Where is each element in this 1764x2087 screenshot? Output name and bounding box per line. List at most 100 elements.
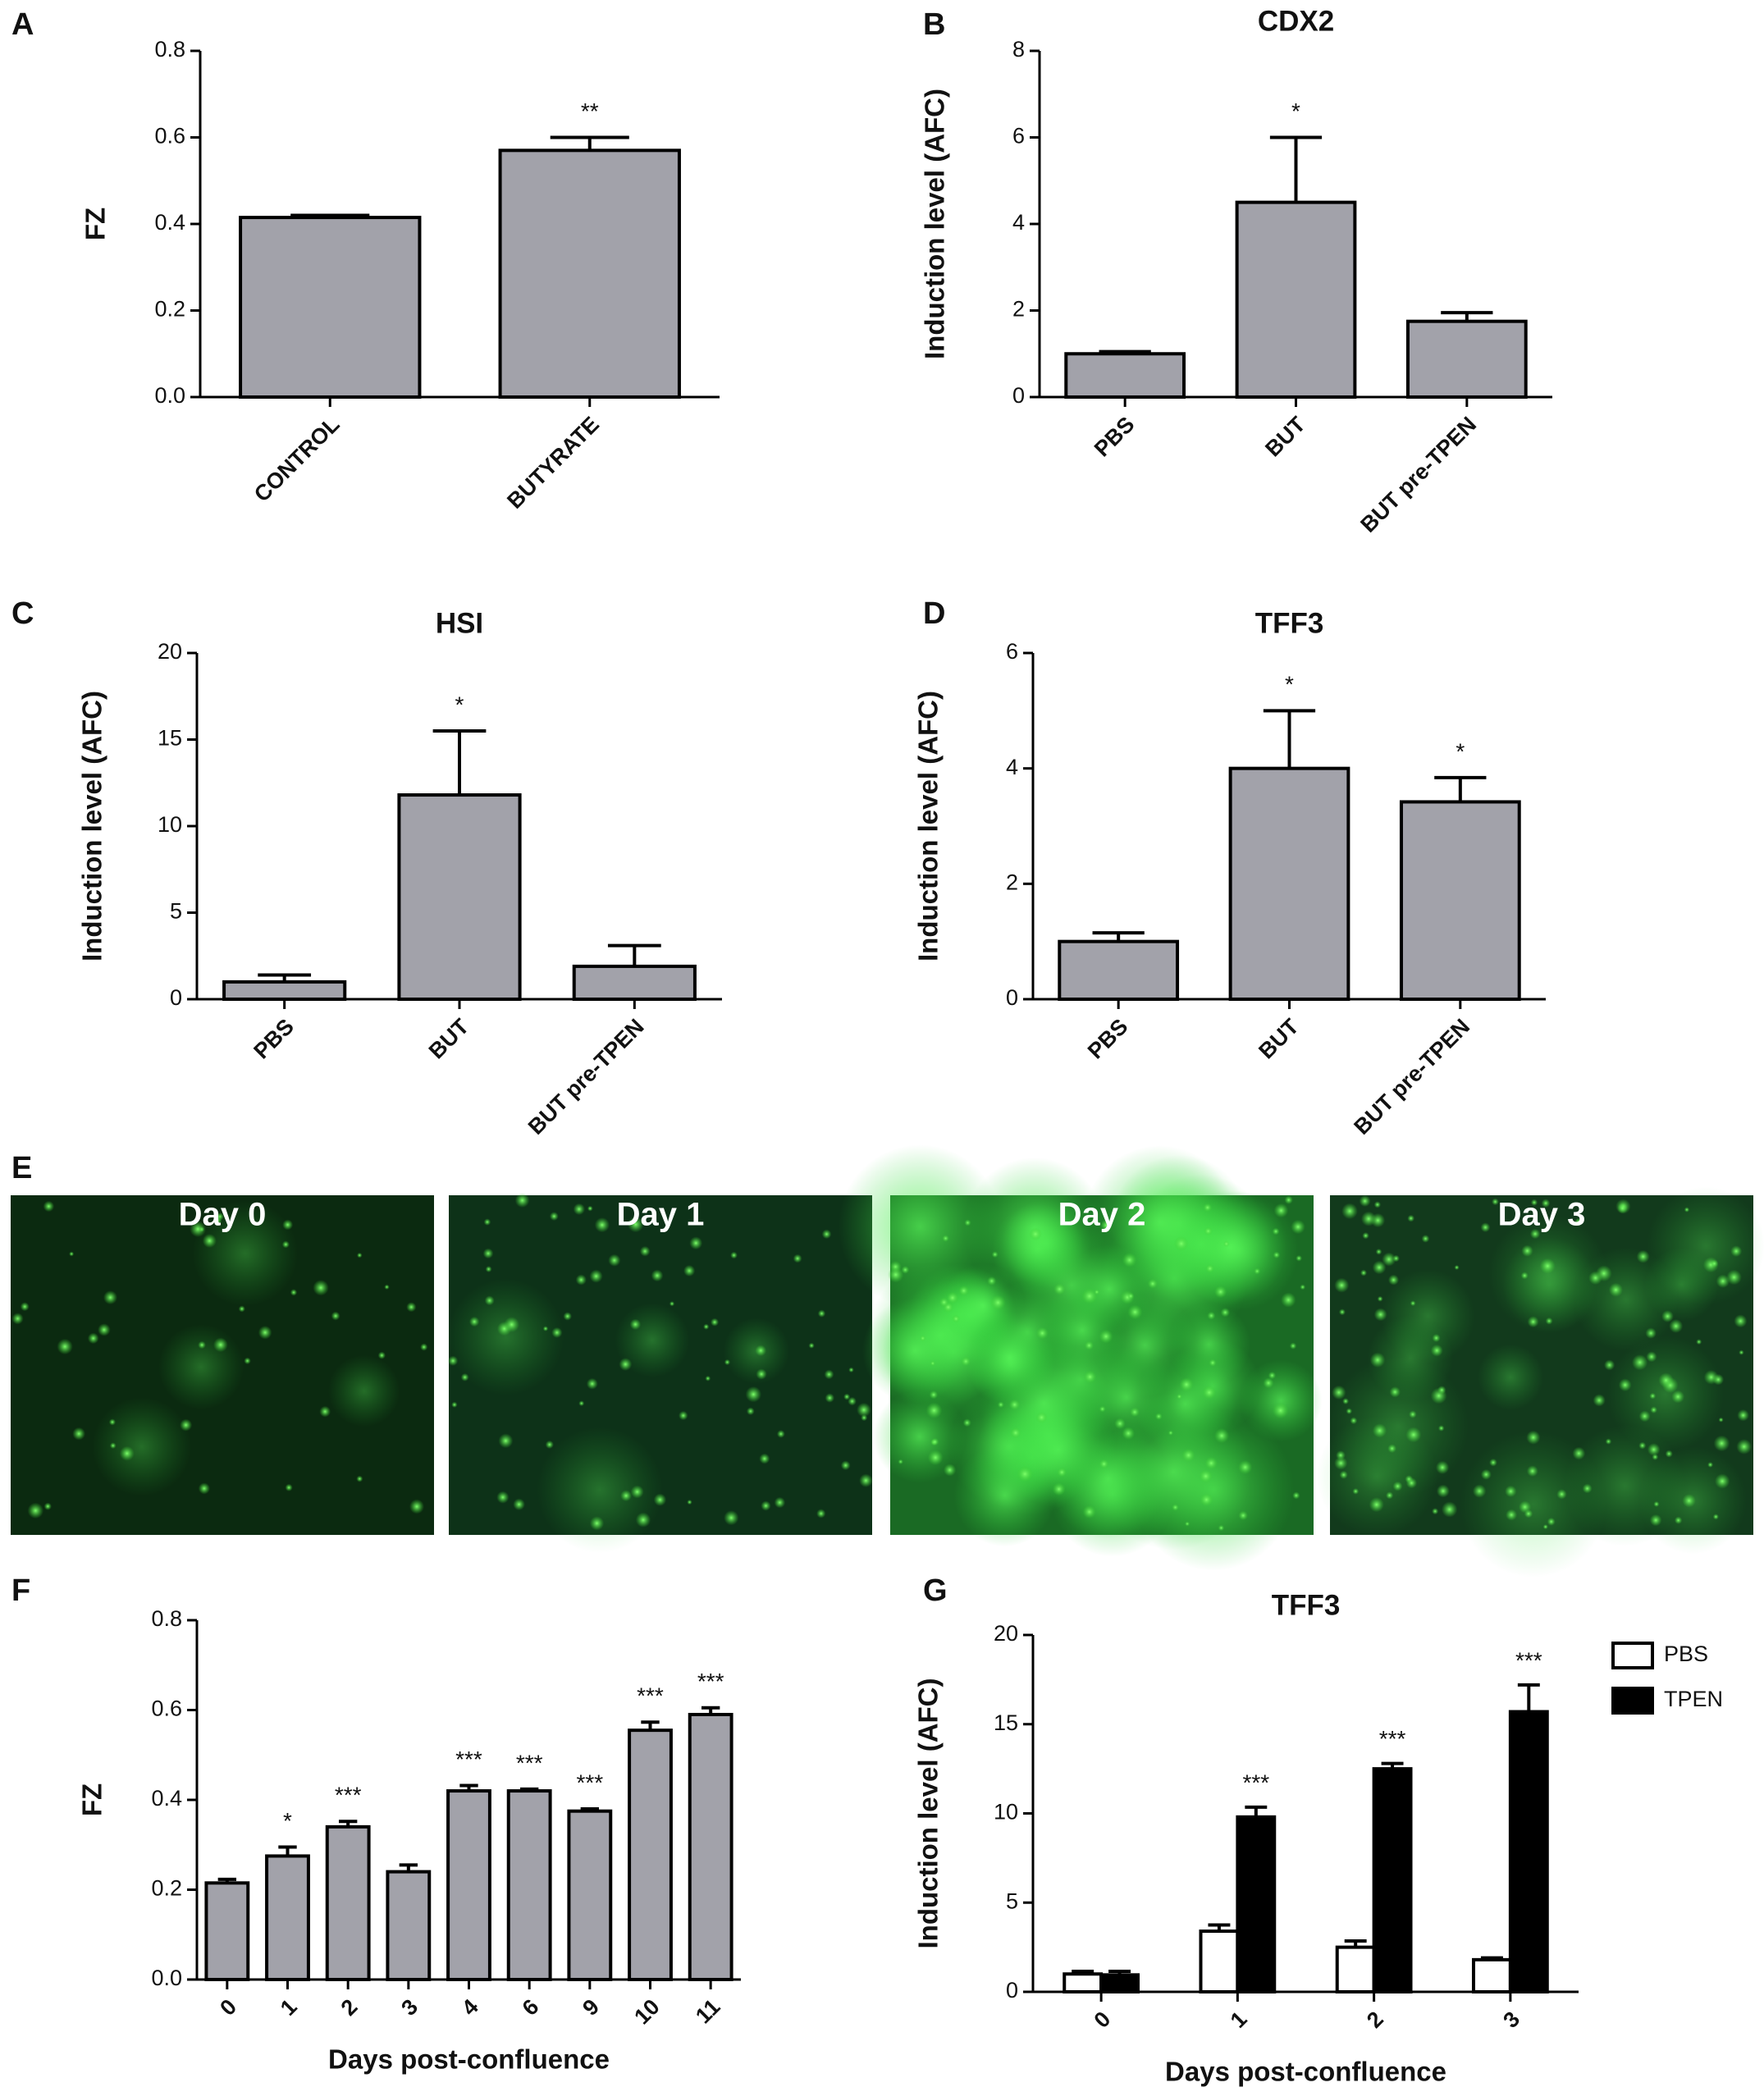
fluorescence-dot <box>1091 1217 1099 1225</box>
fluorescence-dot <box>1238 1510 1249 1521</box>
fluorescence-dot <box>1608 1282 1624 1297</box>
fluorescence-dot <box>1114 1418 1126 1430</box>
fluorescence-dot <box>1646 1351 1657 1363</box>
fluorescence-dot <box>651 1269 664 1282</box>
fluorescence-dot <box>964 1219 971 1226</box>
fluorescence-dot <box>1480 1222 1491 1233</box>
fluorescence-dot <box>669 1301 675 1307</box>
fluorescence-dot <box>1082 1505 1096 1519</box>
chart-panel: A FZ 0.0 0.2 0.4 0.6 0.8 CONTROL BUTYRATE ** <box>11 7 720 514</box>
fluorescence-dot <box>1177 1394 1182 1400</box>
fluorescence-dot <box>653 1493 667 1506</box>
bar <box>1471 1957 1512 1994</box>
error-bar <box>607 943 661 966</box>
x-tick-label: PBS <box>249 1014 298 1063</box>
fluorescence-dot <box>1207 1311 1216 1320</box>
fluorescence-dot <box>1737 1409 1749 1422</box>
y-axis-label: Induction level (AFC) <box>77 691 107 961</box>
y-axis-label: Induction level (AFC) <box>913 1678 944 1949</box>
fluorescence-dot <box>997 1401 1004 1409</box>
bar <box>506 1789 552 1982</box>
fluorescence-dot <box>888 1267 904 1283</box>
fluorescence-dot <box>406 1302 417 1313</box>
fluorescence-dot <box>759 1453 770 1464</box>
fluorescence-dot <box>43 1200 55 1212</box>
fluorescence-dot <box>1631 1354 1648 1371</box>
fluorescence-dot <box>202 1233 217 1249</box>
fluorescence-dot <box>285 1483 293 1491</box>
bar <box>397 793 522 1002</box>
fluorescence-dot <box>1669 1318 1684 1333</box>
fluorescence-dot <box>627 1216 644 1233</box>
micrograph: Day 1 <box>447 1193 873 1554</box>
significance-mark: * <box>283 1808 292 1834</box>
bar <box>325 1824 371 1982</box>
y-tick-label: 0.0 <box>151 1966 182 1990</box>
panel-label: E <box>11 1151 32 1185</box>
y-axis-label: Induction level (AFC) <box>920 89 950 359</box>
fluorescence-dot <box>1029 1227 1042 1241</box>
fluorescence-dot <box>1441 1501 1458 1518</box>
fluorescence-dot <box>1263 1377 1274 1389</box>
fluorescence-dot <box>1035 1411 1048 1423</box>
fluorescence-dot <box>1083 1370 1097 1384</box>
fluorescence-dot <box>573 1203 586 1216</box>
fluorescence-dot <box>1010 1427 1021 1439</box>
fluorescence-dot <box>1605 1438 1612 1445</box>
bar <box>1405 319 1528 399</box>
chart-title: CDX2 <box>1258 5 1334 37</box>
fluorescence-blob <box>1239 1359 1323 1442</box>
x-axis-label: Days post-confluence <box>328 2044 610 2075</box>
x-tick-label: PBS <box>1090 412 1139 461</box>
fluorescence-dot <box>545 1440 554 1450</box>
panel-label: F <box>11 1573 30 1608</box>
fluorescence-dot <box>1541 1199 1551 1208</box>
fluorescence-dot <box>1645 1327 1657 1339</box>
bar <box>1335 1945 1376 1993</box>
fluorescence-dot <box>319 1405 331 1418</box>
fluorescence-dot <box>587 1205 593 1212</box>
panel-label: D <box>923 596 945 631</box>
fluorescence-dot <box>848 1367 854 1373</box>
fluorescence-dot <box>703 1323 710 1330</box>
y-tick-label: 0.4 <box>151 1786 182 1811</box>
fluorescence-dot <box>1636 1249 1650 1263</box>
fluorescence-dot <box>987 1276 997 1286</box>
fluorescence-dot <box>356 1252 363 1258</box>
fluorescence-dot <box>1707 1462 1714 1468</box>
fluorescence-dot <box>1489 1458 1497 1467</box>
fluorescence-dot <box>679 1410 688 1421</box>
fluorescence-dot <box>952 1314 961 1323</box>
fluorescence-dot <box>1405 1427 1422 1443</box>
image-label: Day 1 <box>617 1197 705 1233</box>
fluorescence-dot <box>451 1401 458 1409</box>
fluorescence-dot <box>594 1217 610 1233</box>
fluorescence-dot <box>1052 1482 1066 1496</box>
fluorescence-dot <box>1392 1254 1400 1263</box>
fluorescence-dot <box>1410 1300 1416 1307</box>
fluorescence-dot <box>1674 1516 1683 1524</box>
fluorescence-dot <box>258 1325 272 1340</box>
fluorescence-dot <box>1204 1226 1213 1235</box>
fluorescence-dot <box>108 1418 117 1426</box>
fluorescence-dot <box>1372 1423 1387 1438</box>
fluorescence-dot <box>1506 1509 1518 1521</box>
fluorescence-dot <box>1273 1251 1281 1259</box>
fluorescence-dot <box>551 1327 563 1338</box>
fluorescence-dot <box>1220 1308 1231 1318</box>
fluorescence-dot <box>238 1305 245 1313</box>
fluorescence-dot <box>1339 1470 1348 1479</box>
y-tick-label: 0 <box>1012 383 1025 408</box>
fluorescence-dot <box>1369 1497 1384 1513</box>
fluorescence-dot <box>1268 1371 1277 1380</box>
fluorescence-dot <box>1432 1333 1441 1343</box>
fluorescence-dot <box>1081 1288 1098 1304</box>
fluorescence-dot <box>930 1360 936 1367</box>
fluorescence-dot <box>1712 1373 1725 1386</box>
bar <box>222 980 347 1002</box>
fluorescence-dot <box>190 1221 207 1238</box>
fluorescence-dot <box>1387 1274 1400 1286</box>
fluorescence-dot <box>57 1338 73 1355</box>
x-tick-label: 6 <box>518 1994 544 2021</box>
x-tick-label: 4 <box>457 1994 483 2021</box>
